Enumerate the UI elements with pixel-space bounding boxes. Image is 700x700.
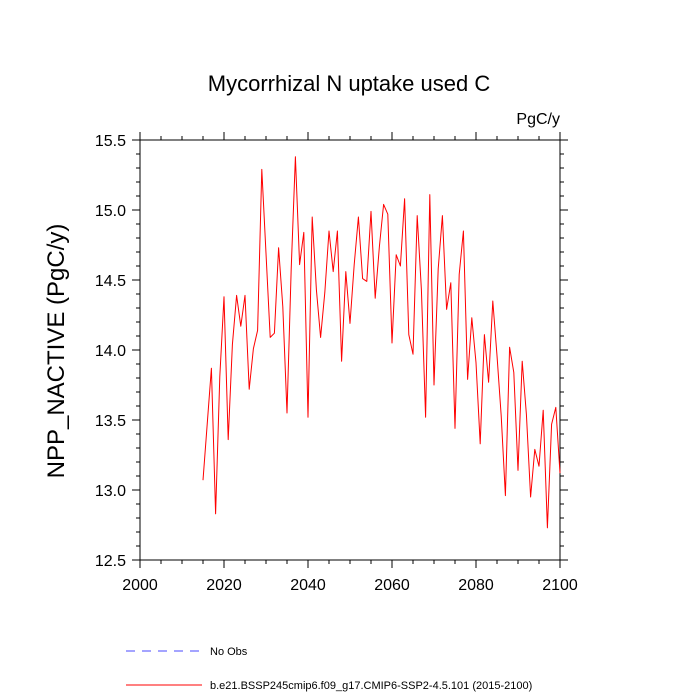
legend-label-no-obs: No Obs (210, 646, 248, 658)
units-label: PgC/y (516, 111, 560, 128)
series-line (202, 156, 561, 529)
series-layer (202, 156, 561, 529)
y-tick-label: 14.5 (95, 273, 126, 290)
x-tick-label: 2080 (458, 577, 494, 594)
y-tick-label: 13.5 (95, 413, 126, 430)
chart-title: Mycorrhizal N uptake used C (208, 71, 491, 96)
legend-label-model: b.e21.BSSP245cmip6.f09_g17.CMIP6-SSP2-4.… (210, 680, 532, 692)
y-tick-label: 15.5 (95, 133, 126, 150)
legend: No Obs b.e21.BSSP245cmip6.f09_g17.CMIP6-… (126, 646, 532, 692)
x-tick-label: 2000 (122, 577, 158, 594)
x-tick-label: 2020 (206, 577, 242, 594)
x-tick-label: 2100 (542, 577, 578, 594)
y-tick-label: 12.5 (95, 553, 126, 570)
axes: 2000 2020 2040 2060 2080 2100 12.5 13.0 13.5 14.0… (95, 132, 578, 594)
y-axis-label: NPP_NACTIVE (PgC/y) (43, 224, 70, 479)
y-tick-label: 13.0 (95, 483, 126, 500)
x-tick-label: 2040 (290, 577, 326, 594)
y-tick-label: 15.0 (95, 203, 126, 220)
x-tick-label: 2060 (374, 577, 410, 594)
y-tick-label: 14.0 (95, 343, 126, 360)
